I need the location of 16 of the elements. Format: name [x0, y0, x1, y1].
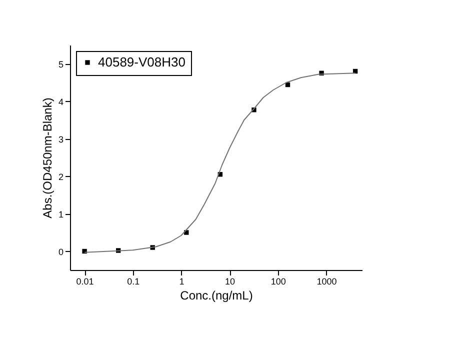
y-axis-title: Abs.(OD450nm-Blank): [40, 98, 54, 218]
y-tick-label: 0: [58, 246, 64, 257]
x-tick-label: 10: [225, 276, 236, 286]
x-tick-label: 1000: [316, 276, 337, 286]
x-axis-title: Conc.(ng/mL): [180, 288, 253, 302]
y-tick-label: 3: [58, 134, 64, 144]
x-tick-label: 100: [270, 276, 286, 286]
y-tick-label: 1: [58, 209, 64, 220]
x-tick-label: 0.1: [127, 276, 140, 286]
y-tick-label: 2: [58, 172, 64, 182]
y-tick-label: 4: [58, 96, 64, 107]
x-tick-label: 0.01: [76, 276, 94, 286]
x-tick-label: 1: [179, 276, 184, 286]
point: [82, 248, 87, 254]
y-tick-label: 5: [58, 59, 64, 70]
legend-label: 40589-V08H30: [98, 54, 186, 70]
